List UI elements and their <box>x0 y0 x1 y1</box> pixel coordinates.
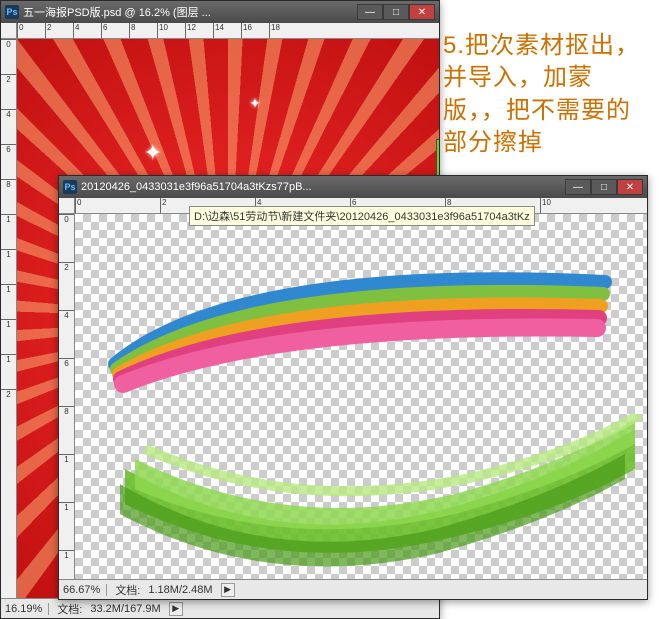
ruler-tick: 2 <box>59 262 74 310</box>
sparkle-icon: ✦ <box>144 140 162 166</box>
ruler-tick: 1 <box>59 550 74 579</box>
ruler-tick: 1 <box>1 354 16 389</box>
maximize-button[interactable]: □ <box>383 4 409 20</box>
ruler-tick: 2 <box>1 389 16 424</box>
zoom-value[interactable]: 16.19% <box>5 603 49 615</box>
sparkle-icon: ✦ <box>249 95 261 112</box>
ruler-corner <box>1 23 17 39</box>
ps-app-icon: Ps <box>5 5 19 19</box>
ruler-tick: 1 <box>1 249 16 284</box>
ruler-tick: 1 <box>1 214 16 249</box>
ruler-tick: 16 <box>241 23 269 38</box>
ruler-tick: 18 <box>269 23 297 38</box>
minimize-button[interactable]: — <box>357 4 383 20</box>
close-button[interactable]: ✕ <box>617 179 643 195</box>
maximize-button[interactable]: □ <box>591 179 617 195</box>
ps-app-icon: Ps <box>63 180 77 194</box>
zoom-value[interactable]: 66.67% <box>63 584 107 596</box>
ruler-tick: 8 <box>59 406 74 454</box>
ruler-tick: 4 <box>73 23 101 38</box>
ruler-tick: 2 <box>45 23 73 38</box>
close-button[interactable]: ✕ <box>409 4 435 20</box>
green-ribbon-artwork <box>115 414 645 579</box>
ruler-tick: 0 <box>59 214 74 262</box>
ruler-tick: 10 <box>157 23 185 38</box>
window-title-front: 20120426_0433031e3f96a51704a3tKzs77pB... <box>81 181 312 193</box>
ruler-tick: 1 <box>1 319 16 354</box>
filepath-tooltip: D:\边森\51劳动节\新建文件夹\20120426_0433031e3f96a… <box>189 206 535 226</box>
ruler-vertical-front[interactable]: 0 2 4 6 8 1 1 1 <box>59 214 75 579</box>
ruler-tick: 12 <box>185 23 213 38</box>
ruler-tick: 4 <box>59 310 74 358</box>
ruler-corner <box>59 198 75 214</box>
ruler-tick: 14 <box>213 23 241 38</box>
ruler-tick: 1 <box>1 284 16 319</box>
ruler-tick: 8 <box>1 179 16 214</box>
doc-size: 33.2M/167.9M <box>90 603 160 615</box>
doc-label: 文档: <box>57 601 82 617</box>
ruler-tick: 1 <box>59 454 74 502</box>
ruler-tick: 6 <box>101 23 129 38</box>
statusbar-arrow-icon[interactable]: ▶ <box>221 583 235 597</box>
tutorial-instruction-text: 5.把次素材抠出，并导入，加蒙版，，把不需要的部分擦掉 <box>443 30 653 160</box>
ruler-tick: 6 <box>1 144 16 179</box>
titlebar-back[interactable]: Ps 五一海报PSD版.psd @ 16.2% (图层 ... — □ ✕ <box>1 1 439 23</box>
ruler-tick: 8 <box>129 23 157 38</box>
minimize-button[interactable]: — <box>565 179 591 195</box>
titlebar-front[interactable]: Ps 20120426_0433031e3f96a51704a3tKzs77pB… <box>59 176 647 198</box>
ruler-tick: 6 <box>59 358 74 406</box>
layer-row[interactable]: 图层 29 <box>436 139 439 179</box>
ruler-tick: 2 <box>1 74 16 109</box>
window-title-back: 五一海报PSD版.psd @ 16.2% (图层 ... <box>23 4 211 20</box>
ruler-tick: 4 <box>1 109 16 144</box>
statusbar-back: 16.19% 文档: 33.2M/167.9M ▶ <box>1 598 439 618</box>
statusbar-arrow-icon[interactable]: ▶ <box>169 602 183 616</box>
doc-label: 文档: <box>115 582 140 598</box>
ruler-tick: 10 <box>540 198 635 213</box>
ruler-tick: 1 <box>59 502 74 550</box>
statusbar-front: 66.67% 文档: 1.18M/2.48M ▶ <box>59 579 647 599</box>
ruler-vertical-back[interactable]: 0 2 4 6 8 1 1 1 1 1 2 <box>1 39 17 598</box>
ruler-tick: 0 <box>17 23 45 38</box>
ruler-tick: 0 <box>75 198 160 213</box>
rainbow-swoosh-artwork <box>95 254 615 394</box>
photoshop-window-front: Ps 20120426_0433031e3f96a51704a3tKzs77pB… <box>58 175 648 600</box>
ruler-horizontal-back[interactable]: 0 2 4 6 8 10 12 14 16 18 <box>17 23 439 39</box>
canvas-front[interactable] <box>75 214 647 579</box>
doc-size: 1.18M/2.48M <box>148 584 212 596</box>
ruler-tick: 0 <box>1 39 16 74</box>
